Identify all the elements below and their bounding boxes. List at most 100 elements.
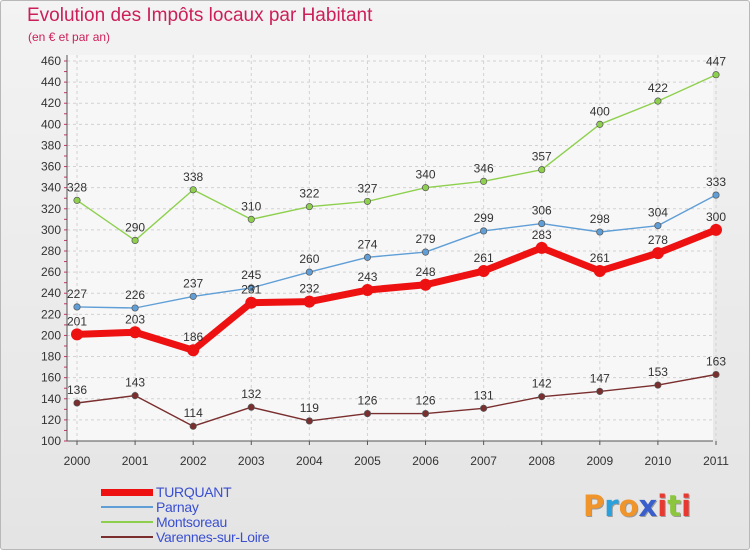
y-tick-label: 240 — [41, 286, 61, 300]
data-label-montsoreau: 422 — [648, 81, 668, 95]
logo-letter: o — [618, 489, 639, 523]
data-point-turquant — [303, 295, 316, 308]
data-label-turquant: 248 — [416, 265, 436, 279]
data-label-varennes-sur-loire: 131 — [474, 388, 494, 402]
data-label-montsoreau: 400 — [590, 104, 610, 118]
data-point-varennes-sur-loire — [538, 393, 546, 401]
logo-letter: i — [657, 489, 668, 523]
legend-item-montsoreau: Montsoreau — [101, 514, 321, 530]
legend-swatch-parnay — [101, 506, 153, 508]
data-label-turquant: 278 — [648, 233, 668, 247]
data-point-turquant — [535, 241, 548, 254]
data-label-montsoreau: 447 — [706, 55, 726, 69]
data-label-parnay: 245 — [241, 268, 261, 282]
data-point-turquant — [477, 265, 490, 278]
x-tick-label: 2007 — [470, 454, 497, 468]
data-label-parnay: 333 — [706, 175, 726, 189]
y-tick-label: 140 — [41, 392, 61, 406]
data-label-parnay: 237 — [183, 276, 203, 290]
logo-letter: i — [681, 489, 692, 523]
y-tick-label: 160 — [41, 371, 61, 385]
data-point-turquant — [245, 296, 258, 309]
legend-label-parnay: Parnay — [156, 499, 199, 515]
x-tick-label: 2008 — [528, 454, 555, 468]
logo-letter: P — [583, 489, 605, 523]
data-point-turquant — [361, 284, 374, 297]
legend-swatch-varennes — [101, 536, 153, 538]
y-tick-label: 420 — [41, 96, 61, 110]
data-label-turquant: 232 — [299, 282, 319, 296]
data-point-varennes-sur-loire — [73, 399, 81, 407]
data-label-parnay: 306 — [532, 204, 552, 218]
series-line-parnay — [76, 194, 717, 309]
data-label-montsoreau: 327 — [357, 181, 377, 195]
data-point-parnay — [131, 304, 139, 312]
data-label-parnay: 304 — [648, 206, 668, 220]
y-tick-label: 440 — [41, 75, 61, 89]
data-label-parnay: 299 — [474, 211, 494, 225]
data-label-varennes-sur-loire: 126 — [416, 394, 436, 408]
data-point-parnay — [538, 220, 546, 228]
data-label-varennes-sur-loire: 163 — [706, 355, 726, 369]
legend-label-montsoreau: Montsoreau — [156, 514, 227, 530]
y-tick-label: 180 — [41, 350, 61, 364]
data-point-montsoreau — [247, 215, 255, 223]
data-point-montsoreau — [421, 184, 430, 192]
legend-item-varennes: Varennes-sur-Loire — [101, 529, 321, 545]
data-point-montsoreau — [363, 197, 372, 205]
data-point-varennes-sur-loire — [712, 370, 720, 379]
data-point-turquant — [651, 247, 664, 260]
y-tick-label: 100 — [41, 434, 61, 448]
data-point-montsoreau — [712, 71, 720, 79]
data-point-varennes-sur-loire — [596, 387, 604, 395]
data-point-montsoreau — [189, 186, 197, 194]
data-label-parnay: 260 — [299, 252, 319, 266]
legend-swatch-montsoreau — [101, 521, 153, 523]
data-label-varennes-sur-loire: 147 — [590, 371, 610, 385]
data-point-turquant — [129, 326, 142, 339]
data-label-varennes-sur-loire: 132 — [241, 387, 261, 401]
x-tick-label: 2010 — [645, 454, 672, 468]
y-tick-label: 260 — [41, 265, 61, 279]
data-label-varennes-sur-loire: 119 — [300, 401, 319, 415]
data-point-varennes-sur-loire — [363, 410, 372, 418]
data-label-parnay: 227 — [67, 287, 87, 301]
legend-item-turquant: TURQUANT — [101, 484, 321, 500]
logo-letter: t — [667, 489, 682, 523]
data-label-varennes-sur-loire: 136 — [67, 383, 87, 397]
x-tick-label: 2011 — [703, 454, 729, 468]
data-point-varennes-sur-loire — [247, 403, 255, 411]
data-point-montsoreau — [596, 120, 604, 128]
y-tick-label: 360 — [41, 160, 61, 174]
data-label-turquant: 300 — [706, 210, 726, 224]
data-point-montsoreau — [654, 97, 662, 105]
data-point-montsoreau — [305, 203, 313, 211]
logo-letter: x — [638, 489, 658, 523]
data-point-parnay — [480, 227, 488, 235]
series-line-varennes-sur-loire — [76, 373, 717, 427]
y-tick-label: 280 — [41, 244, 61, 258]
data-label-montsoreau: 328 — [67, 180, 87, 194]
x-tick-label: 2002 — [180, 454, 207, 468]
data-label-varennes-sur-loire: 114 — [184, 406, 203, 420]
y-tick-label: 220 — [41, 307, 61, 321]
data-label-montsoreau: 310 — [241, 199, 261, 213]
data-point-varennes-sur-loire — [480, 404, 488, 412]
y-tick-label: 460 — [41, 54, 61, 68]
data-point-turquant — [71, 328, 83, 341]
data-point-parnay — [712, 191, 720, 199]
proxiti-logo: Proxiti — [583, 489, 691, 523]
logo-letter: r — [604, 489, 619, 523]
data-label-turquant: 283 — [532, 228, 552, 242]
data-point-montsoreau — [73, 196, 81, 204]
data-label-turquant: 243 — [357, 270, 377, 284]
series-line-montsoreau — [76, 74, 717, 242]
y-tick-label: 300 — [41, 223, 61, 237]
data-point-montsoreau — [538, 166, 546, 174]
data-point-parnay — [189, 292, 197, 300]
legend-label-turquant: TURQUANT — [156, 484, 232, 500]
data-label-varennes-sur-loire: 153 — [648, 365, 668, 379]
y-tick-label: 340 — [41, 181, 61, 195]
data-label-varennes-sur-loire: 143 — [125, 376, 145, 390]
data-point-parnay — [421, 248, 430, 256]
